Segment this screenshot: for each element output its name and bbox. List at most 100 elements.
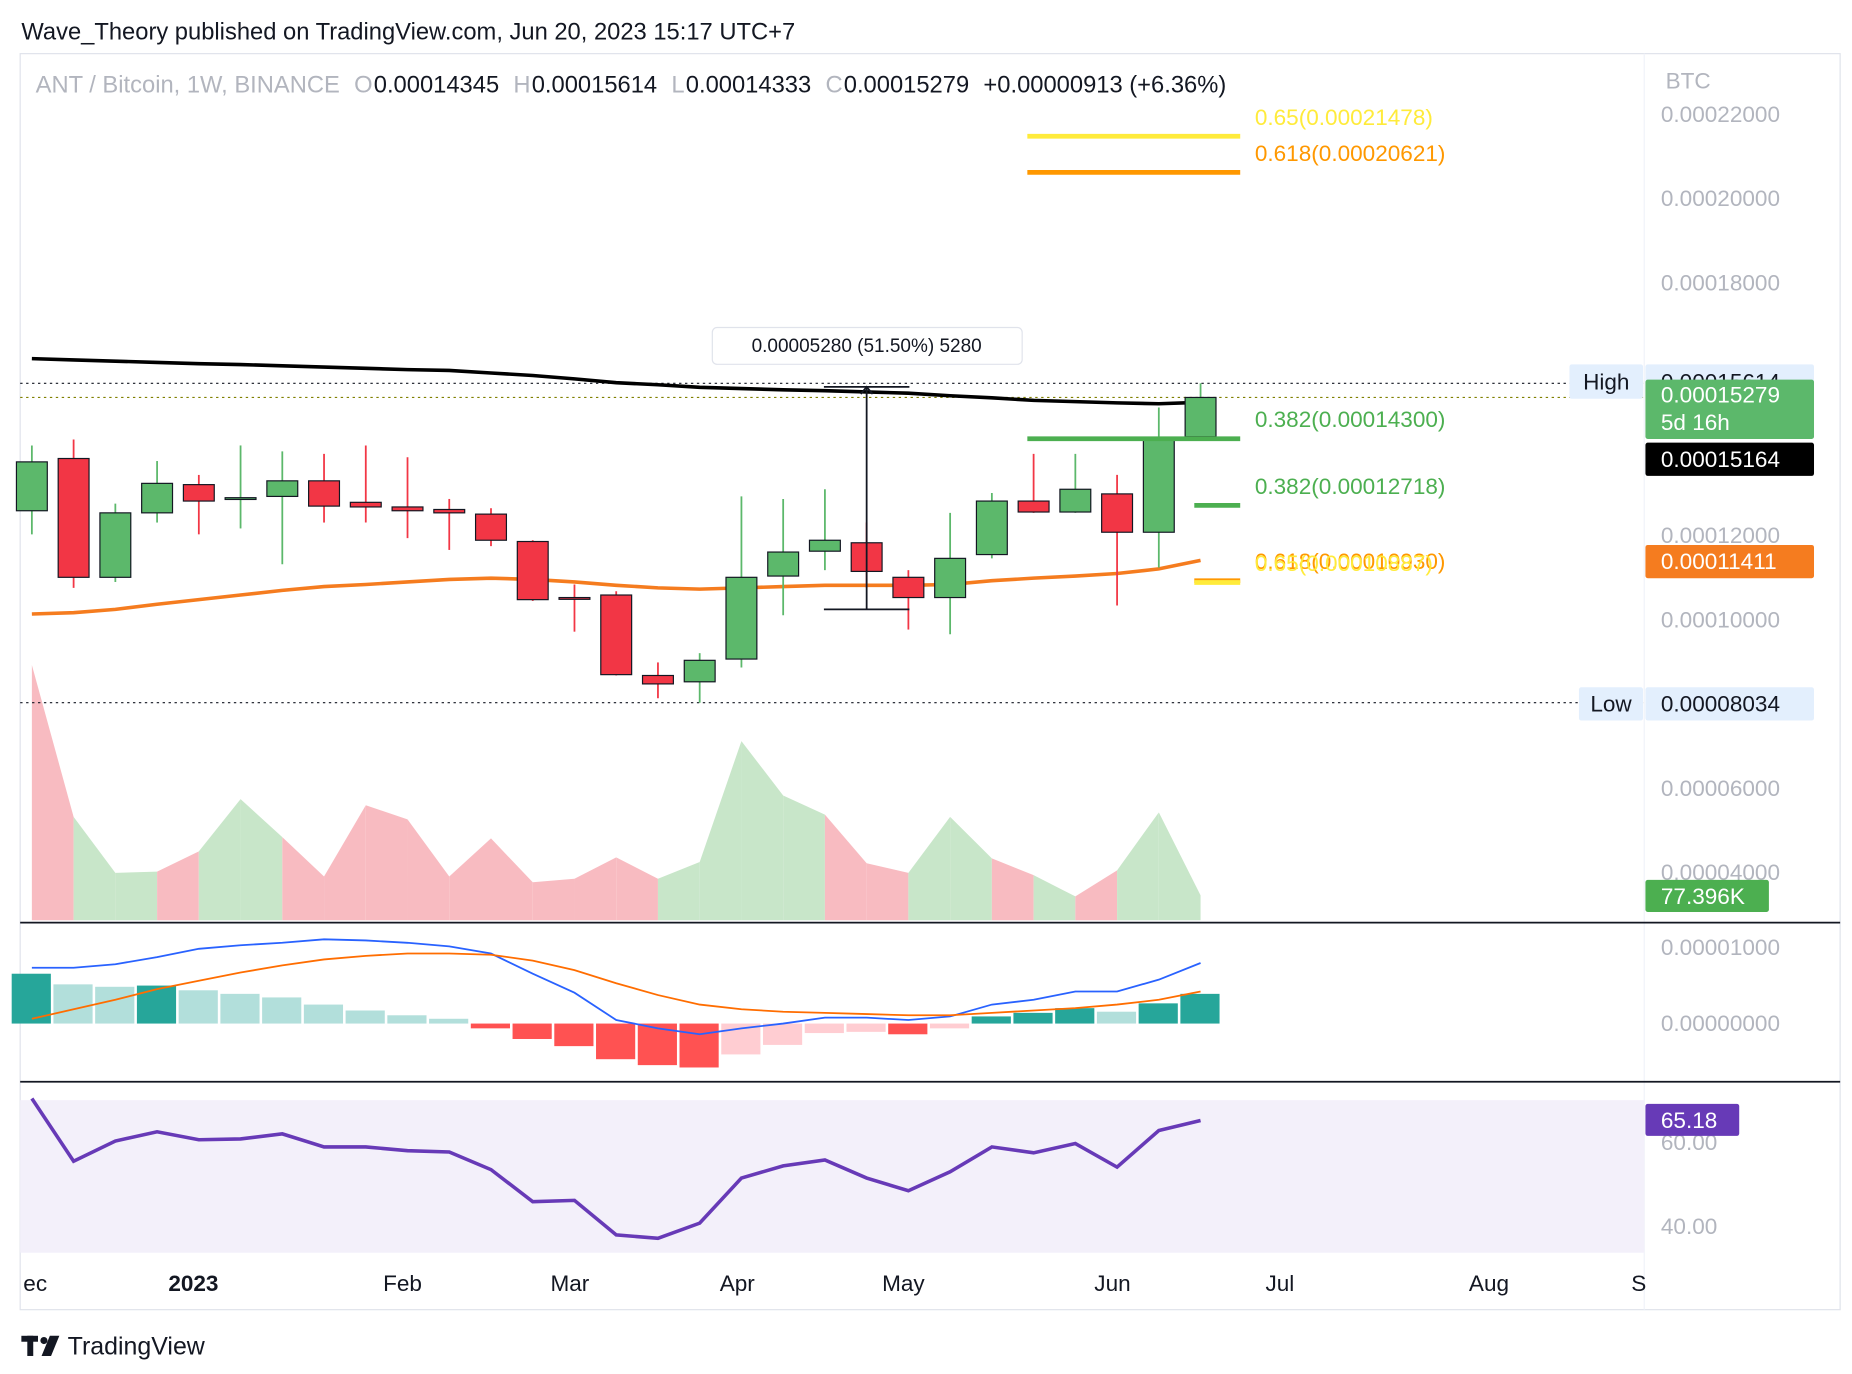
candle-body <box>808 539 841 552</box>
volume-area <box>783 795 825 921</box>
x-tick-label: 2023 <box>168 1271 218 1296</box>
candle-body <box>1101 493 1134 533</box>
fib-label: 0.65(0.00021478) <box>1255 105 1433 130</box>
volume-area <box>324 805 366 921</box>
candle-body <box>641 674 674 685</box>
fib-label: 0.65(0.00010887) <box>1255 551 1433 576</box>
volume-area <box>532 878 575 921</box>
volume-area <box>449 838 491 921</box>
signal-line <box>31 952 1201 1020</box>
x-tick-label: Aug <box>1469 1271 1509 1296</box>
macd-line <box>31 938 1201 1036</box>
macd-histogram-bar <box>762 1023 803 1045</box>
macd-histogram-bar <box>1013 1012 1053 1024</box>
candle-body <box>516 540 549 601</box>
y-tick-label: 0.00010000 <box>1661 607 1780 632</box>
moving-average <box>31 558 1201 616</box>
measure-label: 0.00005280 (51.50%) 5280 <box>752 336 982 357</box>
candle-body <box>474 513 508 541</box>
volume-value: 77.396K <box>1661 884 1745 909</box>
rsi-band <box>20 1100 1645 1253</box>
legend-text: 0.00015614 <box>532 73 657 99</box>
volume-area <box>282 837 325 921</box>
candle-body <box>725 576 758 660</box>
macd-histogram-bar <box>554 1023 594 1047</box>
measure-arrow <box>860 385 874 395</box>
x-tick-label: Feb <box>383 1271 422 1296</box>
macd-histogram-bar <box>262 997 302 1024</box>
volume-area <box>824 814 867 921</box>
legend-text: H <box>513 73 530 99</box>
candle-body <box>57 457 90 578</box>
candle-body <box>558 596 591 600</box>
candle-body <box>600 594 633 676</box>
rsi-tick-label: 40.00 <box>1661 1214 1717 1239</box>
legend-text: ANT / Bitcoin, 1W, BINANCE <box>36 73 340 99</box>
volume-area <box>657 861 700 921</box>
logo-part <box>40 1336 48 1345</box>
close-value-box <box>1645 379 1815 440</box>
macd-histogram-bar <box>470 1023 510 1029</box>
macd-histogram-bar <box>929 1023 970 1029</box>
candle-body <box>683 659 716 683</box>
low-tag: Low <box>1590 691 1632 716</box>
chart-frame <box>19 53 1841 1311</box>
x-tick-label: Mar <box>550 1271 589 1296</box>
macd-histogram-bar <box>53 984 93 1024</box>
macd-histogram-bar <box>220 993 260 1024</box>
volume-area <box>365 805 408 921</box>
volume-area <box>991 858 1034 921</box>
volume-area <box>407 819 450 921</box>
volume-area <box>741 741 784 921</box>
volume-area <box>1117 812 1159 921</box>
volume-area <box>115 871 158 921</box>
macd-histogram-bar <box>846 1023 886 1032</box>
macd-histogram-bar <box>303 1004 344 1024</box>
high-tag: High <box>1583 370 1629 395</box>
fib-label: 0.618(0.00020621) <box>1255 141 1446 166</box>
volume-area <box>490 838 533 921</box>
macd-histogram-bar <box>679 1023 719 1068</box>
candle-body <box>975 500 1008 556</box>
candle-body <box>266 480 299 498</box>
ma-value-box <box>1645 442 1815 476</box>
rsi-value-box <box>1645 1103 1740 1136</box>
footer-brand: TradingView <box>68 1332 206 1360</box>
rsi-line <box>30 1097 1201 1241</box>
volume-area <box>908 816 951 921</box>
volume-area <box>198 799 241 921</box>
candle-body <box>1059 488 1092 513</box>
volume-value-box <box>1645 879 1769 912</box>
candle-body <box>349 501 382 508</box>
legend-text: +0.00000913 (+6.36%) <box>983 73 1226 99</box>
volume-area <box>31 665 74 921</box>
y-tick-label: 0.00012000 <box>1661 523 1780 548</box>
volume-area <box>1075 870 1118 921</box>
candle-body <box>892 576 925 599</box>
candle-body <box>934 557 967 599</box>
moving-average <box>31 356 1201 406</box>
x-tick-label: Jun <box>1094 1271 1130 1296</box>
macd-histogram-bar <box>1138 1003 1178 1024</box>
macd-histogram-bar <box>429 1018 469 1024</box>
candle-body <box>15 461 48 512</box>
legend-text: C <box>825 73 842 99</box>
close-value: 0.00015279 <box>1661 383 1780 408</box>
y-tick-label: 0.00018000 <box>1661 270 1780 295</box>
macd-histogram-bar <box>345 1010 385 1024</box>
macd-histogram-bar <box>95 986 135 1024</box>
low-value-box <box>1645 687 1815 721</box>
x-tick-label: Jul <box>1265 1271 1294 1296</box>
macd-histogram-bar <box>1180 993 1220 1024</box>
y-tick-label: 0.00020000 <box>1661 186 1780 211</box>
macd-histogram-bar <box>804 1023 844 1034</box>
ma-value: 0.00015164 <box>1661 447 1780 472</box>
fib-label: 0.382(0.00012718) <box>1255 474 1446 499</box>
x-tick-label: Apr <box>720 1271 756 1296</box>
volume-area <box>866 863 909 921</box>
macd-tick-label: 0.00001000 <box>1661 935 1780 960</box>
legend-text: L <box>671 73 684 99</box>
logo-part <box>27 1335 34 1356</box>
